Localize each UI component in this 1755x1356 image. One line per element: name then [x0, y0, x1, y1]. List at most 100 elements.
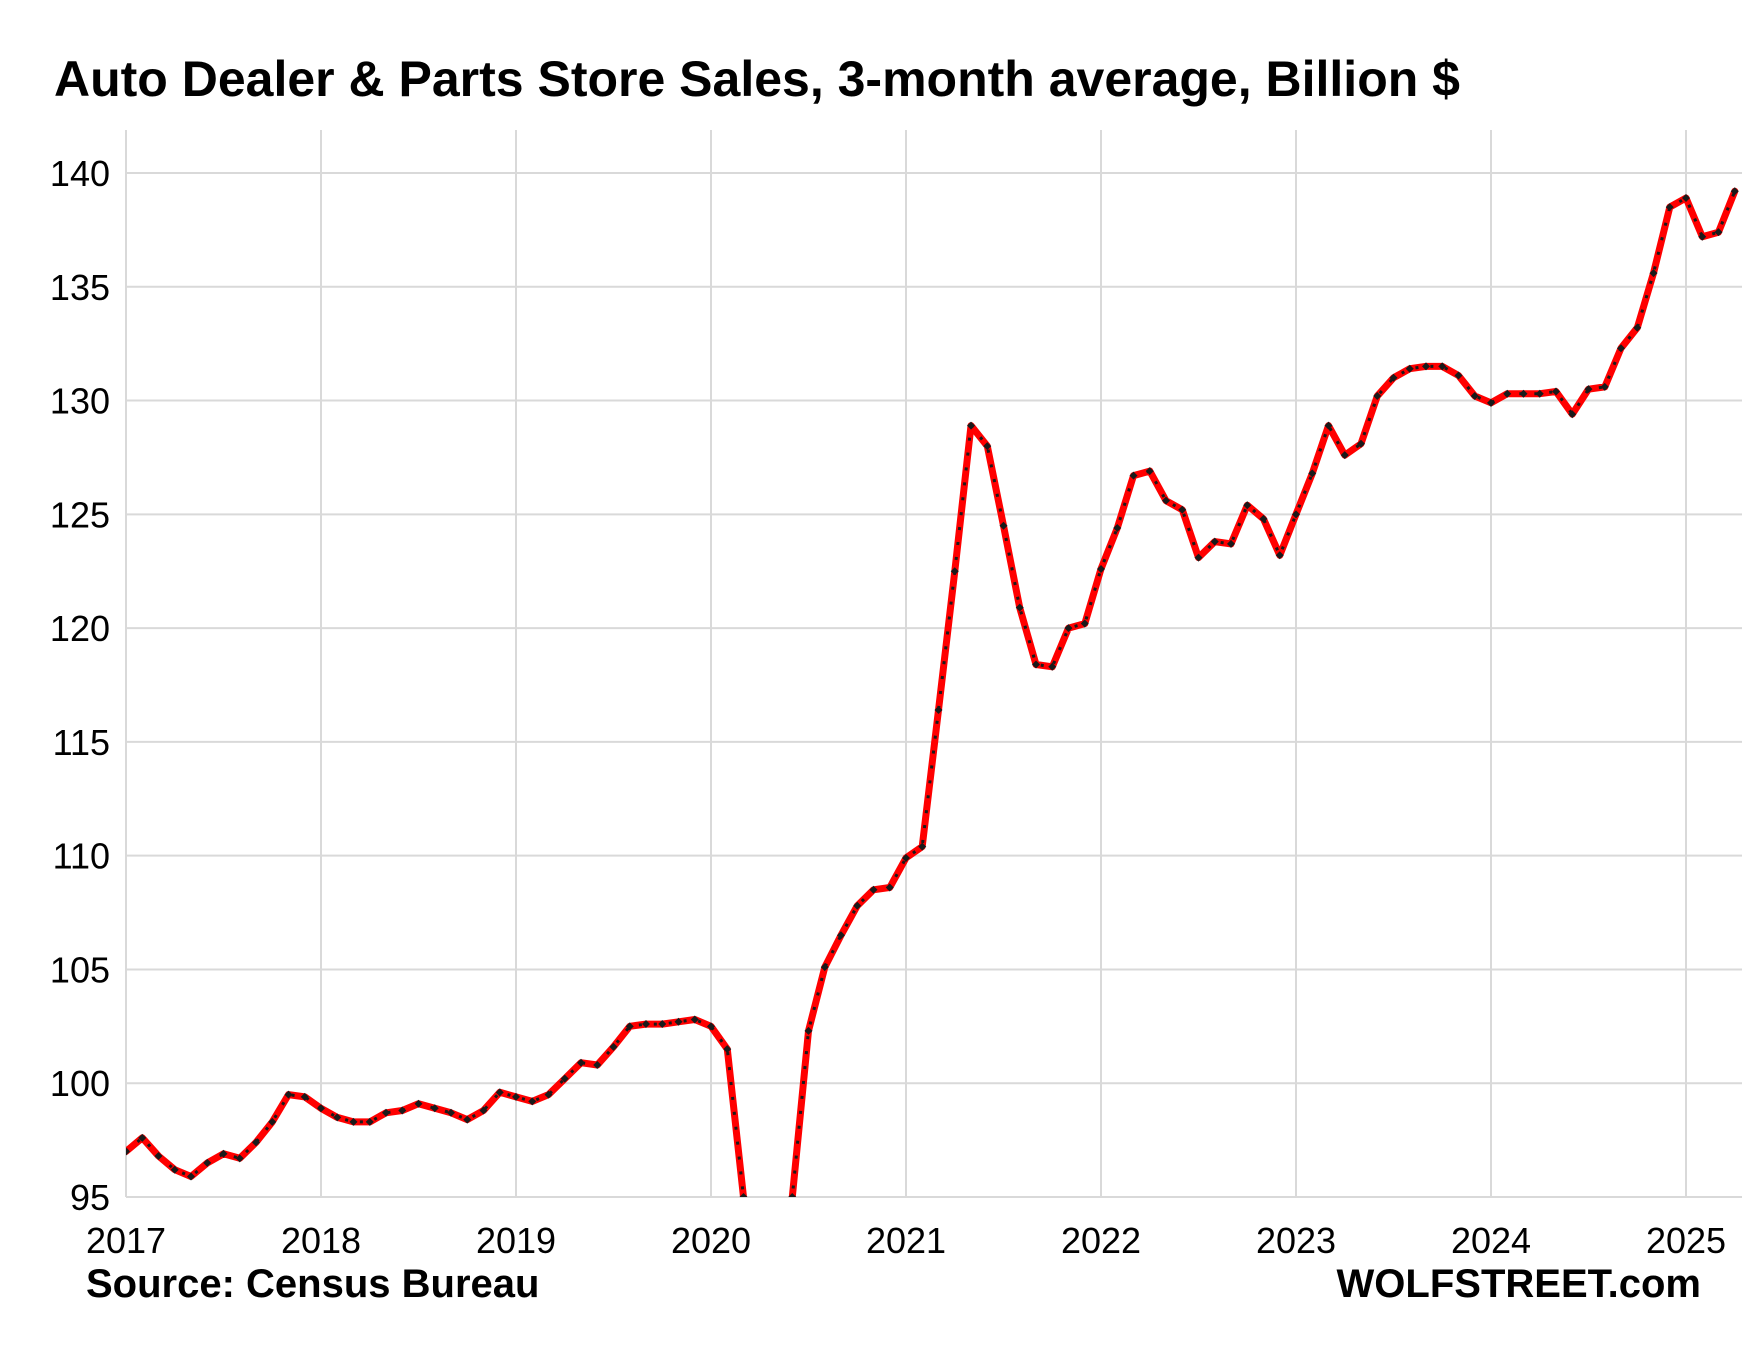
data-point: [170, 1165, 179, 1174]
data-point: [1015, 603, 1024, 612]
data-point: [528, 1097, 537, 1106]
data-point: [609, 1042, 618, 1051]
data-point: [1227, 539, 1235, 548]
y-tick-label: 100: [50, 1063, 110, 1104]
data-point: [300, 1092, 309, 1101]
source-note: Source: Census Bureau: [86, 1262, 540, 1306]
data-point: [918, 842, 927, 851]
data-point: [1162, 496, 1170, 505]
data-point: [1097, 564, 1105, 573]
data-point: [349, 1117, 358, 1126]
data-point: [268, 1117, 277, 1126]
data-point: [1113, 523, 1122, 532]
data-point: [1552, 387, 1560, 396]
data-point: [1357, 439, 1365, 448]
data-point: [154, 1152, 163, 1161]
data-point: [950, 567, 959, 576]
data-point: [1714, 228, 1723, 237]
y-tick-label: 115: [53, 722, 110, 763]
data-point: [1389, 373, 1398, 382]
data-point: [1568, 410, 1577, 419]
data-point: [126, 1147, 130, 1156]
data-point: [853, 901, 862, 910]
data-point: [544, 1090, 553, 1099]
data-point: [1487, 398, 1495, 407]
data-point: [1600, 382, 1609, 391]
data-point: [1584, 385, 1593, 394]
data-point: [885, 883, 894, 892]
data-point: [1324, 421, 1333, 430]
data-point: [252, 1138, 260, 1147]
data-point: [1519, 389, 1528, 398]
data-point: [1454, 371, 1463, 380]
data-point: [869, 885, 878, 894]
y-tick-label: 130: [50, 381, 110, 422]
data-point: [1145, 467, 1154, 476]
data-point: [1129, 471, 1138, 480]
x-tick-label: 2017: [86, 1220, 166, 1261]
data-point: [642, 1020, 650, 1029]
brand-watermark: WOLFSTREET.com: [1336, 1262, 1701, 1306]
data-point: [365, 1117, 374, 1126]
data-point: [820, 963, 829, 972]
data-point: [1535, 389, 1544, 398]
x-tick-label: 2024: [1451, 1220, 1531, 1261]
data-point: [1698, 232, 1707, 241]
data-point: [1405, 364, 1414, 373]
x-tick-label: 2022: [1061, 1220, 1141, 1261]
data-point: [772, 1352, 780, 1356]
data-point: [983, 442, 992, 451]
data-point: [187, 1172, 195, 1181]
data-point: [1665, 203, 1674, 212]
y-tick-label: 125: [50, 494, 110, 535]
data-point: [382, 1108, 390, 1117]
data-point: [1503, 389, 1512, 398]
series-group: [126, 187, 1739, 1356]
data-point: [788, 1193, 797, 1197]
data-point: [1308, 469, 1317, 478]
data-point: [1730, 187, 1739, 196]
data-point: [463, 1115, 472, 1124]
gridlines: [125, 130, 1742, 1198]
data-point: [479, 1106, 488, 1115]
data-point: [1438, 362, 1447, 371]
data-point: [1275, 551, 1284, 560]
data-point: [1340, 451, 1349, 460]
data-point: [560, 1074, 569, 1083]
data-point: [837, 931, 845, 940]
data-point: [707, 1022, 715, 1031]
chart-title: Auto Dealer & Parts Store Sales, 3-month…: [54, 51, 1460, 107]
data-point: [1243, 501, 1252, 510]
data-point: [1633, 323, 1642, 332]
data-point: [414, 1099, 423, 1108]
data-point: [284, 1090, 293, 1099]
data-point: [593, 1061, 602, 1070]
data-point: [1080, 619, 1089, 628]
data-point: [203, 1158, 212, 1167]
data-point: [934, 706, 943, 715]
data-point: [739, 1193, 748, 1197]
data-point: [398, 1106, 407, 1115]
data-point: [1470, 392, 1479, 401]
y-tick-label: 135: [50, 267, 110, 308]
plot-area: [126, 187, 1739, 1356]
data-point: [333, 1113, 342, 1122]
y-tick-label: 105: [50, 949, 110, 990]
data-point: [804, 1026, 813, 1035]
data-point: [1373, 392, 1382, 401]
x-tick-label: 2023: [1256, 1220, 1336, 1261]
y-tick-label: 110: [53, 836, 110, 877]
data-point: [902, 853, 910, 862]
data-point: [512, 1092, 520, 1101]
series-line: [126, 187, 1739, 1197]
data-point: [219, 1149, 228, 1158]
data-point: [1194, 553, 1203, 562]
data-point: [577, 1058, 585, 1067]
x-tick-label: 2020: [671, 1220, 751, 1261]
data-point: [1259, 514, 1268, 523]
data-point: [1210, 537, 1219, 546]
data-point: [447, 1108, 455, 1117]
data-point: [723, 1045, 732, 1054]
data-point: [658, 1020, 667, 1029]
